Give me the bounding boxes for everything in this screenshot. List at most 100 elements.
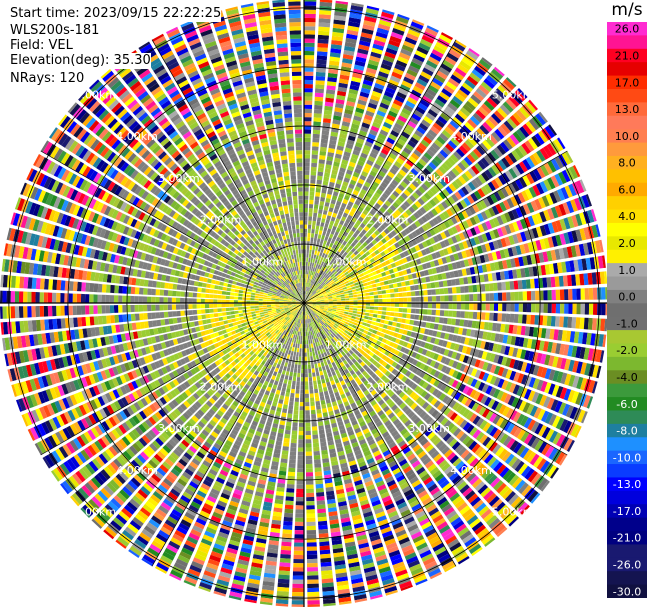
velocity-gate [304, 348, 307, 353]
velocity-gate [422, 167, 432, 176]
velocity-gate [315, 297, 320, 300]
velocity-gate [388, 215, 396, 222]
velocity-gate [360, 276, 366, 281]
velocity-gate [429, 52, 442, 62]
velocity-gate [452, 295, 457, 302]
velocity-gate [434, 98, 445, 108]
velocity-gate [341, 235, 346, 241]
velocity-gate [326, 282, 331, 286]
velocity-gate [447, 287, 453, 294]
velocity-gate [332, 306, 337, 308]
velocity-gate [394, 142, 404, 150]
velocity-gate [307, 228, 311, 234]
velocity-gate [477, 224, 485, 233]
velocity-gate [505, 313, 511, 323]
velocity-gate [454, 178, 464, 187]
velocity-gate [305, 410, 310, 415]
velocity-gate [313, 384, 318, 390]
velocity-gate [571, 317, 577, 329]
velocity-gate [306, 249, 309, 254]
velocity-gate [517, 192, 526, 203]
velocity-gate [425, 239, 432, 247]
velocity-gate [378, 277, 384, 282]
velocity-gate [364, 312, 370, 316]
velocity-gate [379, 152, 387, 159]
velocity-gate [328, 261, 333, 266]
velocity-gate [315, 71, 326, 77]
velocity-gate [509, 313, 515, 323]
velocity-gate [374, 265, 380, 271]
velocity-gate [307, 571, 319, 576]
velocity-gate [348, 292, 353, 296]
velocity-gate [287, 413, 293, 419]
velocity-gate [357, 160, 365, 167]
velocity-gate [497, 189, 506, 200]
velocity-gate [357, 261, 363, 267]
velocity-gate [317, 291, 322, 295]
velocity-gate [421, 215, 428, 223]
velocity-gate [449, 206, 457, 215]
velocity-gate [411, 222, 418, 230]
velocity-gate [304, 108, 312, 114]
velocity-gate [509, 115, 521, 127]
velocity-gate [546, 143, 557, 156]
velocity-gate [310, 179, 316, 184]
velocity-gate [331, 195, 338, 201]
velocity-gate [500, 213, 508, 224]
velocity-gate [395, 16, 409, 24]
velocity-gate [379, 267, 385, 273]
velocity-gate [452, 70, 465, 81]
velocity-gate [363, 285, 369, 290]
velocity-gate [335, 3, 348, 9]
velocity-gate [349, 211, 355, 217]
velocity-gate [534, 133, 545, 145]
velocity-gate [304, 191, 309, 196]
velocity-gate [377, 240, 384, 247]
velocity-gate [284, 375, 289, 380]
velocity-gate [460, 286, 465, 293]
velocity-gate [549, 192, 558, 204]
velocity-gate [365, 309, 370, 313]
velocity-gate [315, 296, 320, 299]
velocity-gate [462, 220, 470, 229]
velocity-gate [304, 26, 316, 31]
velocity-gate [439, 132, 449, 142]
velocity-gate [525, 156, 535, 169]
velocity-gate [413, 109, 424, 118]
velocity-gate [376, 110, 386, 118]
velocity-gate [351, 226, 357, 233]
velocity-gate [305, 385, 309, 390]
velocity-gate [322, 122, 331, 128]
velocity-gate [398, 87, 409, 96]
velocity-gate [395, 118, 406, 127]
velocity-gate [389, 316, 394, 321]
velocity-gate [460, 311, 465, 318]
velocity-gate [305, 323, 307, 328]
velocity-gate [390, 293, 395, 298]
velocity-gate [351, 153, 359, 160]
velocity-gate [358, 192, 365, 199]
velocity-gate [328, 305, 333, 308]
velocity-gate [391, 179, 399, 187]
velocity-gate [351, 286, 356, 290]
velocity-gate [290, 447, 297, 452]
velocity-gate [370, 184, 377, 192]
velocity-gate [283, 400, 289, 405]
velocity-gate [305, 451, 312, 456]
velocity-gate [352, 310, 358, 314]
velocity-gate [365, 238, 371, 245]
velocity-gate [318, 429, 325, 435]
velocity-gate [330, 131, 339, 137]
velocity-gate [324, 258, 329, 264]
velocity-gate [401, 281, 406, 287]
velocity-gate [297, 464, 304, 469]
velocity-gate [315, 246, 319, 251]
velocity-gate [587, 317, 593, 330]
velocity-gate [335, 0, 349, 5]
velocity-gate [349, 13, 362, 20]
velocity-gate [320, 192, 326, 198]
velocity-gate [306, 296, 310, 300]
velocity-gate [323, 118, 331, 124]
velocity-gate [332, 249, 338, 255]
velocity-gate [403, 127, 413, 136]
